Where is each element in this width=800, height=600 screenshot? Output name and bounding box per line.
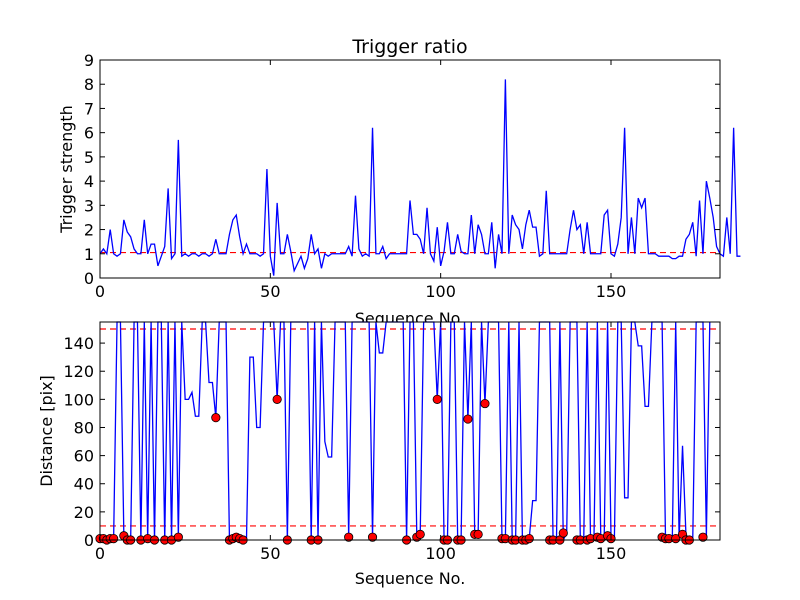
data-point-marker — [480, 398, 490, 409]
plot-frame-top — [99, 59, 721, 279]
x-tick-group: 0 50 100 150 — [95, 60, 626, 301]
x-axis-label-bottom: Sequence No. — [355, 569, 466, 588]
x-tick-label: 150 — [596, 544, 627, 563]
y-tick-label: 5 — [84, 148, 94, 167]
y-tick-label: 8 — [84, 75, 94, 94]
y-tick-group: 0 20 40 60 80 100 120 140 — [63, 334, 720, 550]
data-point-marker — [211, 413, 221, 423]
data-point-marker — [432, 394, 442, 404]
y-axis-label-top: Trigger strength — [57, 105, 76, 234]
y-tick-label: 9 — [84, 51, 94, 70]
data-point-marker — [344, 532, 354, 542]
data-point-marker — [698, 532, 708, 542]
data-point-marker — [109, 533, 119, 544]
distance-line — [100, 321, 711, 541]
x-tick-label: 100 — [425, 544, 456, 563]
x-tick-label: 0 — [95, 544, 105, 563]
data-point-marker — [272, 394, 282, 404]
y-tick-label: 100 — [63, 390, 94, 409]
data-point-marker — [524, 533, 534, 544]
y-tick-label: 140 — [63, 334, 94, 353]
x-tick-label: 100 — [425, 282, 456, 301]
y-axis-label-bottom: Distance [pix] — [37, 375, 56, 487]
y-tick-label: 4 — [84, 172, 94, 191]
data-point-marker — [173, 532, 183, 542]
y-tick-label: 6 — [84, 124, 94, 143]
y-tick-label: 80 — [74, 418, 94, 437]
y-tick-label: 3 — [84, 196, 94, 215]
y-tick-label: 0 — [84, 531, 94, 550]
y-tick-label: 40 — [74, 475, 94, 494]
y-tick-label: 2 — [84, 221, 94, 240]
plot-frame-bottom — [99, 321, 721, 541]
data-point-marker — [558, 528, 568, 538]
distance-panel: 0 50 100 150 0 20 40 60 80 100 120 140 Sequence No… — [37, 321, 721, 588]
y-tick-label: 60 — [74, 447, 94, 466]
y-tick-label: 0 — [84, 269, 94, 288]
x-tick-label: 150 — [596, 282, 627, 301]
chart-title: Trigger ratio — [351, 36, 467, 58]
data-point-marker — [367, 532, 378, 542]
trigger-strength-line — [99, 79, 741, 276]
y-tick-label: 7 — [84, 99, 94, 118]
data-point-marker — [415, 529, 425, 539]
x-tick-label: 0 — [95, 282, 105, 301]
x-tick-label: 50 — [260, 282, 280, 301]
y-tick-label: 120 — [63, 362, 94, 381]
data-point-marker — [463, 414, 473, 424]
y-tick-label: 20 — [74, 503, 94, 522]
y-tick-label: 1 — [84, 245, 94, 264]
plot-area-top — [100, 60, 720, 278]
data-point-marker — [671, 533, 681, 544]
x-tick-label: 50 — [260, 544, 280, 563]
data-point-marker — [473, 529, 483, 539]
